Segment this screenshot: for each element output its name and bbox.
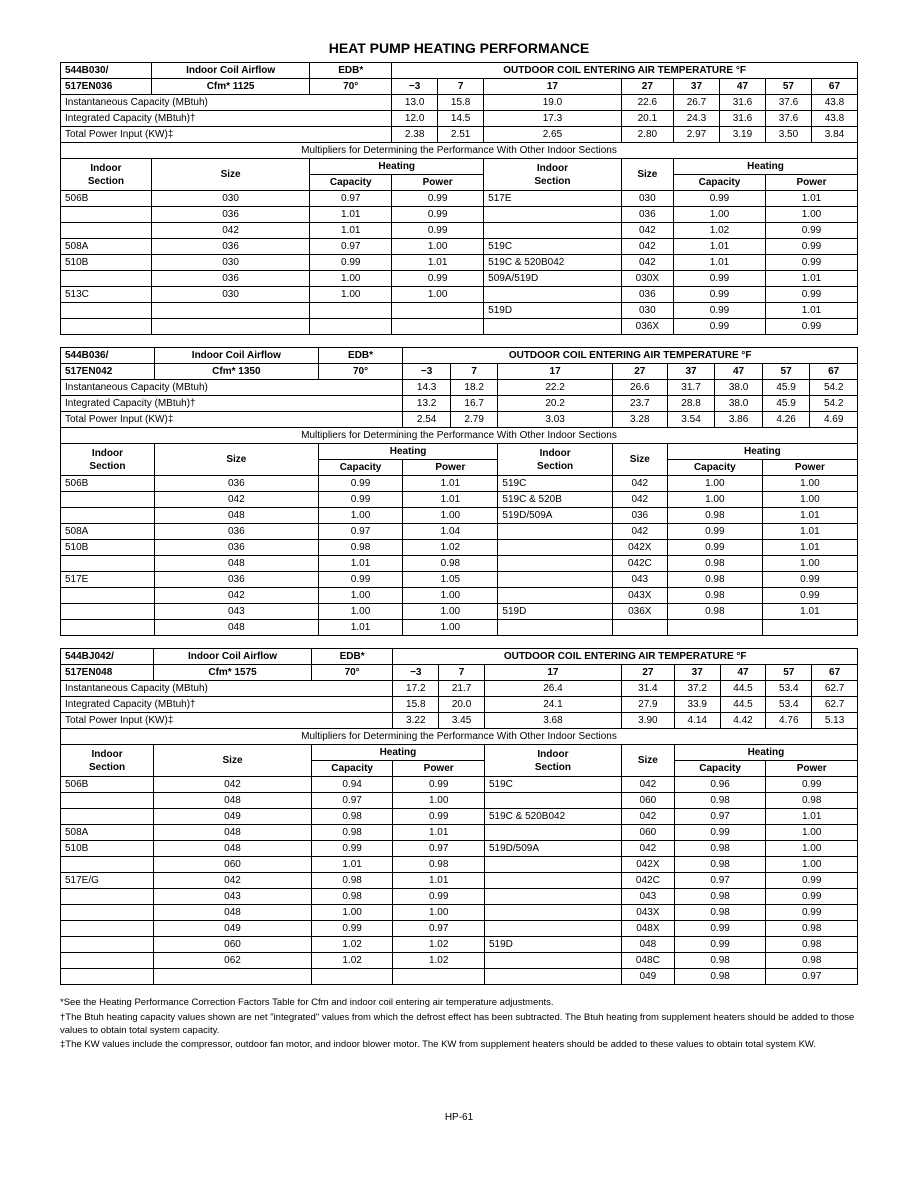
page-title: HEAT PUMP HEATING PERFORMANCE: [60, 40, 858, 56]
performance-table: 544BJ042/Indoor Coil AirflowEDB*OUTDOOR …: [60, 648, 858, 985]
performance-table: 544B036/Indoor Coil AirflowEDB*OUTDOOR C…: [60, 347, 858, 636]
footnotes: *See the Heating Performance Correction …: [60, 997, 858, 1052]
performance-table: 544B030/Indoor Coil AirflowEDB*OUTDOOR C…: [60, 62, 858, 335]
page-number: HP-61: [60, 1112, 858, 1123]
